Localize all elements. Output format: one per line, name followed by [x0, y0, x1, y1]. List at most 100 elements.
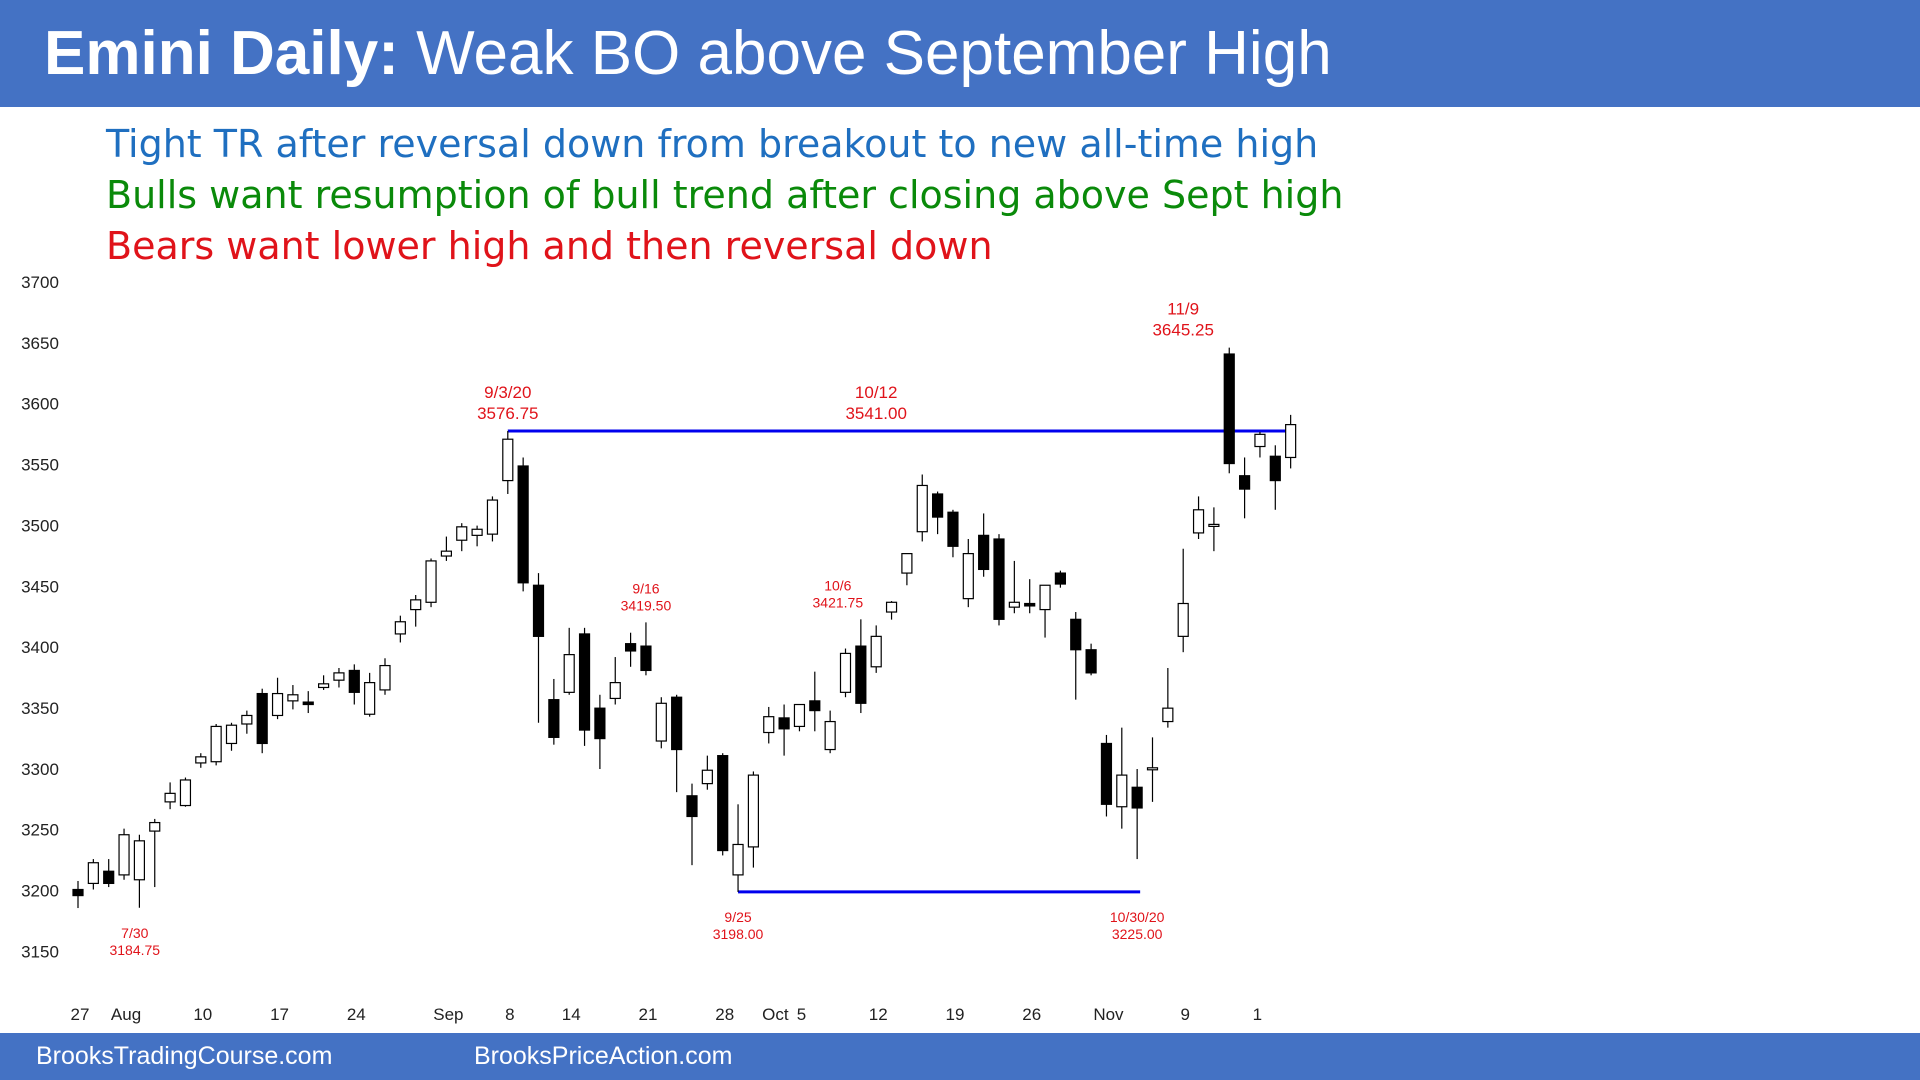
x-tick-label: Nov	[1093, 1005, 1124, 1024]
candle-body	[1054, 572, 1067, 585]
candle	[1162, 668, 1174, 728]
candle-body	[133, 840, 145, 881]
candle-body	[885, 601, 898, 613]
candle-body	[686, 795, 698, 818]
x-tick-label: 17	[270, 1005, 289, 1024]
candle	[517, 457, 529, 592]
candle	[962, 539, 974, 608]
candle	[809, 671, 821, 732]
candle-body	[532, 584, 545, 637]
candle	[916, 474, 928, 542]
candle	[640, 622, 652, 676]
candle-body	[978, 534, 990, 571]
candle-body	[624, 643, 637, 652]
candle-body	[548, 699, 560, 738]
candle	[1116, 727, 1128, 829]
candle-body	[901, 553, 913, 574]
candle	[133, 834, 145, 908]
candle	[225, 722, 238, 751]
candle-body	[271, 692, 284, 717]
candle-body	[778, 717, 790, 730]
candle	[701, 755, 713, 790]
candle-body	[1269, 455, 1281, 482]
candle-body	[931, 493, 944, 518]
candle-body	[962, 553, 974, 600]
candle-body	[993, 538, 1005, 620]
title-bold: Emini Daily:	[44, 19, 399, 88]
x-tick-label: Sep	[433, 1005, 463, 1024]
candle-body	[655, 702, 667, 742]
candle	[732, 804, 744, 892]
candle	[1208, 507, 1220, 552]
candle-body	[1177, 602, 1189, 637]
candles	[72, 347, 1297, 909]
candle-body	[502, 438, 514, 482]
candle	[333, 668, 345, 688]
annotation-date: 7/30	[121, 925, 148, 941]
candle	[241, 710, 253, 734]
candle-body	[72, 888, 84, 897]
candle-body	[671, 696, 683, 751]
candle	[471, 525, 483, 547]
annotation-date: 9/25	[724, 909, 751, 925]
candle-body	[1238, 475, 1251, 490]
x-tick-label: 14	[562, 1005, 581, 1024]
annotation-price: 3421.75	[813, 595, 864, 611]
candle-body	[456, 526, 468, 541]
candle	[1146, 737, 1159, 802]
annotation-date: 9/3/20	[484, 383, 531, 402]
candle	[793, 703, 806, 732]
candle	[1070, 612, 1082, 700]
candle-body	[149, 821, 161, 832]
candle	[1085, 643, 1097, 676]
candle-body	[1024, 602, 1036, 607]
candle-body	[1192, 509, 1205, 534]
candle	[164, 782, 176, 810]
annotation-price: 3576.75	[477, 404, 538, 423]
candle-body	[1008, 601, 1020, 608]
candle	[978, 513, 990, 577]
candle	[456, 523, 468, 552]
candle	[778, 704, 790, 756]
candle	[72, 880, 84, 909]
candle	[532, 573, 545, 723]
subtitle-line-2: Bulls want resumption of bull trend afte…	[106, 173, 1344, 217]
candle-body	[640, 645, 652, 672]
candle	[1238, 457, 1251, 519]
candle	[548, 678, 560, 745]
candle	[1192, 496, 1205, 540]
y-tick-label: 3350	[21, 699, 59, 718]
footer-link-left[interactable]: BrooksTradingCourse.com	[36, 1042, 333, 1070]
annotation-price: 3645.25	[1152, 321, 1213, 340]
annotation-date: 10/12	[855, 383, 898, 402]
y-axis: 3700 3650 3600 3550 3500 3450 3400 3350 3300 3250…	[21, 273, 59, 961]
candle-body	[241, 714, 253, 725]
candle	[1039, 584, 1051, 638]
candle	[1254, 431, 1266, 458]
candle-body	[809, 700, 821, 712]
candle-body	[517, 465, 529, 584]
candle	[594, 694, 606, 770]
candle-body	[763, 716, 775, 734]
candle-body	[947, 511, 959, 547]
candlestick-chart: 3700 3650 3600 3550 3500 3450 3400 3350 3300 3250…	[21, 273, 1297, 1024]
page-title: Emini Daily: Weak BO above September Hig…	[44, 18, 1332, 89]
candle	[379, 658, 391, 695]
candle-body	[486, 499, 499, 535]
candle-body	[287, 694, 299, 702]
footer-link-right[interactable]: BrooksPriceAction.com	[474, 1042, 733, 1070]
candle-body	[1085, 649, 1097, 674]
annotations: 11/9 3645.25 9/3/20 3576.75 10/12 3541.00 9/16…	[109, 300, 1213, 958]
candle-body	[364, 682, 376, 715]
candle	[348, 664, 360, 705]
candle	[103, 859, 115, 888]
candle-body	[1100, 742, 1113, 805]
candle-body	[1208, 523, 1220, 528]
candle-body	[440, 550, 452, 557]
candle	[671, 694, 683, 793]
level-lines	[507, 429, 1294, 894]
candle-body	[410, 599, 422, 611]
candle-body	[578, 633, 591, 731]
candle	[624, 632, 637, 667]
candle	[149, 818, 161, 888]
